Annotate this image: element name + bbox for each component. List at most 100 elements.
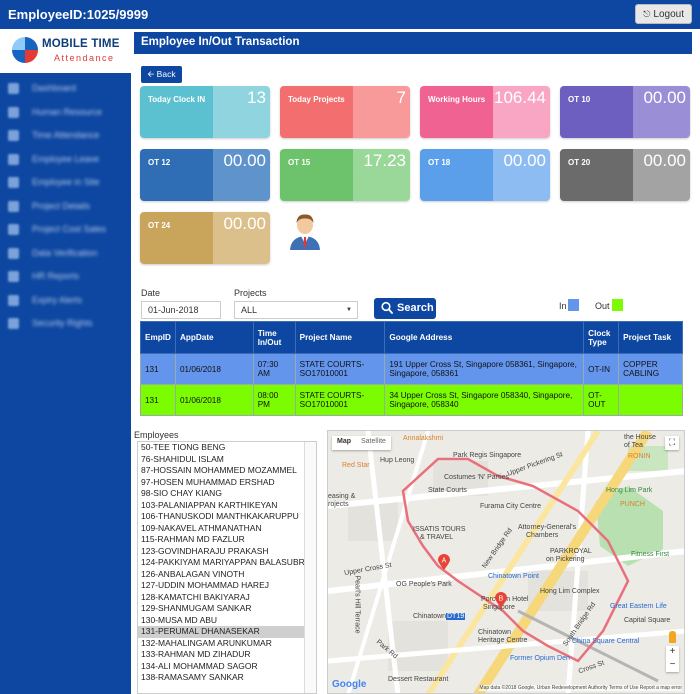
map-attribution[interactable]: Map data ©2018 Google, Urban Redevelopme… [479,685,682,691]
sidebar-item-employee-in-site[interactable]: Employee in Site [0,171,131,195]
list-item[interactable]: 97-HOSEN MUHAMMAD ERSHAD [141,476,275,487]
employee-id-label: EmployeeID:1025/9999 [8,7,149,22]
list-item[interactable]: 115-RAHMAN MD FAZLUR [141,534,245,544]
date-input[interactable]: 01-Jun-2018 [141,301,221,319]
tile-ot-18[interactable]: OT 18 00.00 [420,149,550,201]
list-item[interactable]: 126-ANBALAGAN VINOTH [141,568,245,579]
list-item[interactable]: 50-TEE TIONG BENG [141,442,226,452]
sidebar-item-human-resource[interactable]: Human Resource [0,101,131,125]
main-content: Employee In/Out Transaction 🡨 Back Today… [134,29,692,694]
calendar-icon [8,153,19,165]
list-item[interactable]: 127-UDDIN MOHAMMAD HAREJ [141,580,269,590]
marker-b[interactable]: B [495,592,507,608]
search-button[interactable]: Search [374,298,436,319]
back-button[interactable]: 🡨 Back [141,66,182,83]
tile-ot-20[interactable]: OT 20 00.00 [560,149,690,201]
list-item[interactable]: 133-RAHMAN MD ZIHADUR [141,649,251,659]
map-label: Hong Lim Park [606,487,653,494]
zoom-control: + − [666,646,679,672]
table-row[interactable]: 131 01/06/2018 08:00 PM STATE COURTS-SO1… [140,384,683,416]
tile-ot-10[interactable]: OT 10 00.00 [560,86,690,138]
column-header-appdate[interactable]: AppDate [174,321,254,354]
sidebar-item-time-attendance[interactable]: Time Attendance [0,124,131,148]
map-label: Chambers [526,532,559,539]
tile-value: 7 [353,86,410,138]
employees-listbox[interactable]: 50-TEE TIONG BENG 76-SHAHIDUL ISLAM 87-HOS… [137,441,317,694]
column-header-project-name[interactable]: Project Name [294,321,386,354]
tile-value: 00.00 [633,149,690,201]
list-item[interactable]: 128-KAMATCHI BAKIYARAJ [141,591,250,602]
google-logo[interactable]: Google [332,679,366,690]
page-header: Employee In/Out Transaction [134,32,692,54]
table-row[interactable]: 131 01/06/2018 07:30 AM STATE COURTS-SO1… [140,353,683,385]
sidebar-item-label: Project Details [32,200,91,211]
sidebar-item-security-rights[interactable]: Security Rights [0,312,131,336]
list-item[interactable]: 138-RAMASAMY SANKAR [141,672,244,682]
list-item[interactable]: 131-PERUMAL DHANASEKAR [138,626,305,638]
column-header-time[interactable]: Time In/Out [252,321,296,354]
zoom-in-button[interactable]: + [669,646,676,657]
legend-in-swatch [568,299,579,311]
tile-label: Working Hours [420,86,493,138]
tab-map[interactable]: Map [337,438,351,445]
sidebar-item-project-details[interactable]: Project Details [0,195,131,219]
list-item[interactable]: 129-SHANMUGAM SANKAR [141,603,252,613]
list-item[interactable]: 124-PAKKIYAM MARIYAPPAN BALASUBRAM [141,557,317,567]
marker-a[interactable]: A [438,554,450,570]
list-item[interactable]: 87-HOSSAIN MOHAMMED MOZAMMEL [141,465,297,475]
date-label: Date [141,288,161,298]
column-header-project-task[interactable]: Project Task [618,321,683,354]
list-item[interactable]: 103-PALANIAPPAN KARTHIKEYAN [141,499,278,510]
tile-today-projects[interactable]: Today Projects 7 [280,86,410,138]
tile-ot-12[interactable]: OT 12 00.00 [140,149,270,201]
sidebar-item-employee-leave[interactable]: Employee Leave [0,148,131,172]
list-item[interactable]: 106-THANUSKODI MANTHKAKARUPPU [141,511,299,521]
fullscreen-icon[interactable]: ⛶ [665,436,679,450]
list-item[interactable]: 109-NAKAVEL ATHMANATHAN [141,522,262,533]
sidebar-item-data-verification[interactable]: Data Verification [0,242,131,266]
list-item[interactable]: 132-MAHALINGAM ARUNKUMAR [141,637,272,648]
logout-button[interactable]: ⎋ Logout [635,4,692,24]
projects-select[interactable]: ALL ▼ [234,301,358,319]
map-label: ISSATIS TOURS [413,526,466,533]
map-label: Former Opium Den [510,655,570,662]
column-header-clock-type[interactable]: Clock Type [583,321,620,354]
list-item[interactable]: 123-GOVINDHARAJU PRAKASH [141,545,269,556]
tile-label: OT 15 [280,149,353,201]
map-label: easing & [328,493,356,500]
list-item[interactable]: 134-ALI MOHAMMAD SAGOR [141,660,258,671]
tile-label: OT 20 [560,149,633,201]
zoom-out-button[interactable]: − [669,659,676,670]
sidebar-item-expiry-alerts[interactable]: Expiry Alerts [0,289,131,313]
employees-scrollbar[interactable] [304,442,316,693]
list-item[interactable]: 130-MUSA MD ABU [141,614,218,625]
tile-today-clock-in[interactable]: Today Clock IN 13 [140,86,270,138]
list-item[interactable]: 98-SIO CHAY KIANG [141,488,222,498]
employees-label: Employees [134,430,179,440]
brand-logo[interactable]: MOBILE TIME Attendance [0,29,131,73]
tile-ot-15[interactable]: OT 15 17.23 [280,149,410,201]
employee-avatar-icon [290,214,320,250]
tile-label: OT 18 [420,149,493,201]
map-label: Heritage Centre [478,637,528,644]
projects-label: Projects [234,288,267,298]
tab-satellite[interactable]: Satellite [361,438,386,445]
street-view-pegman-icon[interactable] [669,631,676,643]
table-cell: 08:00 PM [252,384,296,416]
sidebar-item-hr-reports[interactable]: HR Reports [0,265,131,289]
list-item[interactable]: 76-SHAHIDUL ISLAM [141,453,224,464]
tile-ot-24[interactable]: OT 24 00.00 [140,212,270,264]
route-map[interactable]: Map Satellite ⛶ + − Annalakshmi Park Regi… [327,430,685,694]
map-label: RONIN [628,453,651,460]
column-header-empid[interactable]: EmpID [140,321,176,354]
sidebar-item-dashboard[interactable]: Dashboard [0,77,131,101]
clock-icon [8,130,19,141]
sidebar-item-project-cost-sales[interactable]: Project Cost Sales [0,218,131,242]
table-cell: OT-OUT [583,384,620,416]
table-cell: STATE COURTS-SO17010001 [294,353,386,385]
folder-icon [8,200,19,212]
table-cell: 07:30 AM [252,353,296,385]
table-cell: COPPER CABLING [618,353,683,385]
column-header-google-address[interactable]: Google Address [384,321,585,354]
tile-working-hours[interactable]: Working Hours 106.44 [420,86,550,138]
